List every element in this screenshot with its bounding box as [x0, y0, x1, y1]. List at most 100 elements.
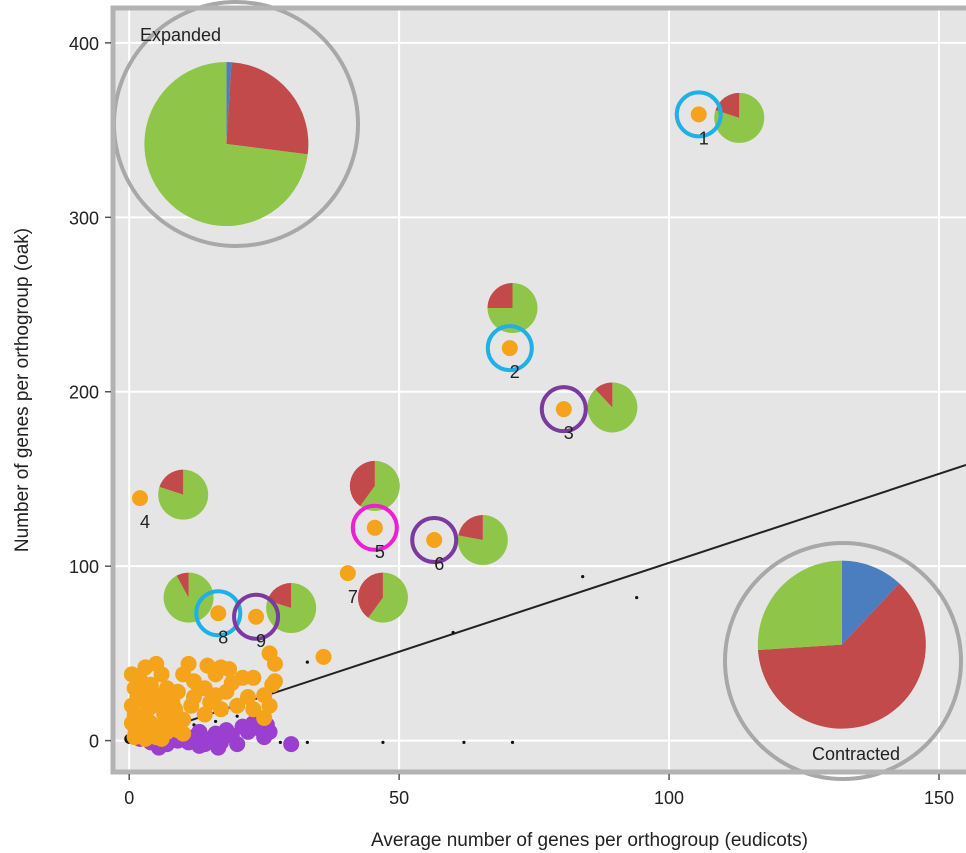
numbered-point-7 [339, 565, 356, 582]
black-point [278, 740, 282, 744]
x-axis-label: Average number of genes per orthogroup (… [371, 830, 808, 851]
pie-slice [841, 560, 900, 645]
highlight-ring-5 [350, 503, 399, 552]
orange-point [153, 730, 170, 747]
contracted-pie [757, 560, 926, 729]
orange-point [245, 669, 262, 686]
numbered-point-4 [131, 490, 148, 507]
orange-point [196, 706, 213, 723]
point-label-5: 5 [375, 542, 385, 562]
pie-slice [226, 62, 309, 155]
y-axis-label: Number of genes per orthogroup (oak) [12, 228, 33, 552]
highlight-ring-3 [539, 385, 588, 434]
point-label-7: 7 [348, 587, 358, 607]
numbered-pies [158, 92, 765, 634]
black-point [581, 575, 585, 579]
highlight-ring-8 [194, 589, 243, 638]
purple-point [210, 739, 227, 756]
highlight-ring-6 [410, 516, 459, 565]
pie-slice [757, 583, 926, 729]
orange-point [315, 648, 332, 665]
numbered-pie-5 [349, 460, 400, 511]
pie-slice [487, 283, 513, 309]
pie-slice [360, 460, 400, 511]
pie-slice [757, 560, 842, 650]
point-label-3: 3 [564, 423, 574, 443]
numbered-pie-2 [487, 283, 538, 334]
pie-slice [158, 469, 209, 520]
black-point [381, 740, 385, 744]
y-tick-label: 400 [69, 34, 99, 54]
numbered-point-9 [248, 608, 265, 625]
numbered-pie-9 [266, 583, 317, 634]
purple-point [229, 736, 246, 753]
y-tick-label: 0 [89, 732, 99, 752]
point-label-9: 9 [256, 631, 266, 651]
orange-point [207, 687, 224, 704]
pie-slice [349, 460, 375, 507]
expanded-pie [144, 62, 309, 227]
orange-point [256, 709, 273, 726]
purple-point [283, 736, 300, 753]
numbered-pie-7 [357, 572, 408, 623]
pie-slice [458, 515, 483, 541]
y-tick-label: 100 [69, 557, 99, 577]
plot-frame [110, 5, 966, 775]
pie-slice [176, 572, 189, 598]
x-tick-label: 100 [654, 788, 684, 808]
x-tick-label: 50 [389, 788, 409, 808]
orange-point [229, 697, 246, 714]
highlight-ring-1 [674, 90, 723, 139]
numbered-pie-4 [158, 469, 209, 520]
pie-slice [144, 62, 308, 227]
pie-slice [159, 469, 184, 495]
orange-point [153, 666, 170, 683]
y-tick-label: 200 [69, 383, 99, 403]
pie-slice [587, 382, 638, 433]
numbered-point-2 [501, 340, 518, 357]
black-point [235, 714, 239, 718]
orange-point [261, 645, 278, 662]
orange-point [245, 701, 262, 718]
numbered-pie-3 [587, 382, 638, 433]
orange-point [212, 701, 229, 718]
numbered-point-3 [555, 401, 572, 418]
contracted-ring [723, 541, 963, 781]
summary-pies: Expanded Contracted [112, 0, 963, 781]
black-point [510, 740, 515, 744]
highlight-ring-9 [232, 592, 281, 641]
numbered-point-8 [210, 605, 227, 622]
numbered-point-1 [690, 106, 707, 123]
numbered-points: 1 2 3 4 5 6 7 8 9 [131, 90, 723, 651]
pie-slice [595, 382, 613, 408]
expanded-label: Expanded [140, 25, 221, 45]
black-point [305, 740, 309, 744]
x-tick-label: 0 [124, 788, 134, 808]
point-label-2: 2 [510, 362, 520, 382]
orange-point [266, 673, 283, 690]
pie-slice [357, 572, 383, 618]
orange-point [175, 725, 192, 742]
orange-point [261, 697, 278, 714]
numbered-point-5 [366, 519, 383, 536]
orange-point [175, 666, 192, 683]
purple-point [191, 737, 208, 754]
numbered-pie-8 [163, 572, 214, 623]
pie-slice [368, 572, 408, 623]
black-point [213, 719, 218, 724]
orange-cluster [123, 645, 332, 747]
numbered-point-6 [426, 532, 443, 549]
purple-point [261, 723, 278, 740]
pie-slice [163, 572, 214, 623]
contracted-label: Contracted [812, 744, 900, 764]
orange-point [137, 659, 154, 676]
orange-point [239, 688, 256, 705]
numbered-pie-6 [457, 515, 508, 566]
black-point [462, 740, 466, 744]
highlight-ring-2 [485, 324, 534, 373]
pie-slice [226, 62, 232, 145]
point-label-8: 8 [218, 627, 228, 647]
black-point [305, 660, 309, 664]
point-label-1: 1 [699, 128, 709, 148]
